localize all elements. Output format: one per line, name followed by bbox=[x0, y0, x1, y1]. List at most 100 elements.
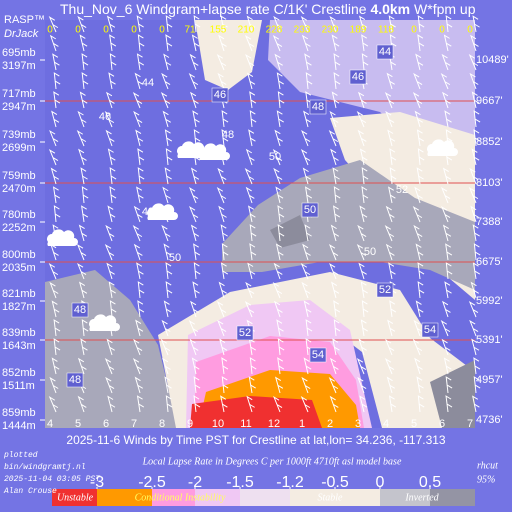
wind-barb bbox=[357, 91, 367, 109]
contour-label-box bbox=[211, 87, 229, 103]
pressure-label: 717mb bbox=[2, 88, 36, 100]
wind-barb bbox=[359, 395, 368, 413]
colorbar bbox=[52, 489, 475, 506]
wind-barb bbox=[361, 53, 369, 71]
wind-barb bbox=[247, 72, 256, 90]
wind-barb bbox=[414, 110, 423, 128]
wind-barb bbox=[162, 186, 171, 204]
wind-barb bbox=[274, 376, 284, 394]
wind-barb bbox=[190, 224, 200, 242]
wind-barb bbox=[385, 205, 395, 223]
wind-barb bbox=[304, 53, 312, 71]
contour-label: 50 bbox=[364, 246, 376, 258]
height-ft-label: 9667' bbox=[476, 95, 503, 107]
wind-barb bbox=[80, 338, 88, 356]
wind-barb bbox=[50, 167, 60, 185]
wind-barb bbox=[442, 91, 451, 109]
wind-barb bbox=[164, 167, 172, 185]
wind-barb bbox=[357, 376, 367, 394]
colorbar-band bbox=[97, 489, 152, 506]
wind-barb bbox=[276, 110, 284, 128]
wind-barb bbox=[356, 244, 367, 261]
height-m-label: 1511m bbox=[2, 380, 35, 392]
colorbar-tick-label: -2 bbox=[188, 474, 202, 491]
wind-barb bbox=[48, 263, 59, 280]
x-tick-label: 10 bbox=[212, 418, 224, 430]
height-ft-label: 5992' bbox=[476, 295, 503, 307]
wind-barb bbox=[189, 338, 199, 356]
wind-barb bbox=[329, 110, 339, 128]
wind-barb bbox=[244, 34, 255, 52]
wind-barb bbox=[301, 129, 311, 147]
wind-barb bbox=[53, 338, 61, 356]
x-tick-label: 3 bbox=[355, 418, 361, 430]
wind-barb bbox=[216, 187, 227, 204]
wind-barb bbox=[217, 72, 227, 90]
wind-barb bbox=[471, 338, 480, 356]
wind-barb bbox=[444, 281, 452, 299]
contour-label: 48 bbox=[142, 206, 154, 218]
wstar-value: 71 bbox=[184, 25, 196, 36]
height-ft-label: 7388' bbox=[476, 216, 503, 228]
wind-barb bbox=[416, 376, 424, 394]
wind-barb bbox=[193, 129, 201, 147]
colorbar-tick-label: -0.5 bbox=[321, 474, 349, 491]
wind-barb bbox=[49, 34, 59, 52]
wind-barb bbox=[385, 243, 395, 261]
wind-barb bbox=[329, 15, 339, 33]
wind-barb bbox=[104, 358, 115, 375]
wind-barb bbox=[445, 243, 453, 261]
wind-barb bbox=[190, 167, 200, 185]
wstar-value: 210 bbox=[238, 25, 255, 36]
colorbar-tick-label: -1.5 bbox=[226, 474, 254, 491]
wind-barb bbox=[53, 91, 61, 109]
wind-barb bbox=[188, 205, 199, 223]
height-m-label: 2035m bbox=[2, 262, 36, 274]
wind-barb bbox=[300, 396, 311, 413]
wind-barb bbox=[49, 376, 59, 394]
wind-barb bbox=[445, 262, 453, 280]
contour-label-box bbox=[376, 44, 394, 60]
wind-barb bbox=[443, 357, 452, 375]
wind-barb bbox=[470, 281, 479, 299]
wind-barb bbox=[273, 15, 283, 33]
wind-barb bbox=[221, 357, 229, 375]
wind-barb bbox=[385, 338, 395, 356]
wind-barb bbox=[328, 130, 339, 147]
wind-barb bbox=[193, 395, 201, 413]
wind-barb bbox=[304, 186, 313, 204]
wind-barb bbox=[51, 357, 60, 375]
wind-barb bbox=[193, 376, 201, 394]
wind-barb bbox=[81, 319, 89, 337]
wind-barb bbox=[107, 205, 116, 223]
wind-barb bbox=[440, 186, 451, 204]
wind-barb bbox=[384, 92, 395, 109]
x-tick-label: 5 bbox=[75, 418, 81, 430]
colorbar-title: Local Lapse Rate in Degrees C per 1000ft… bbox=[142, 456, 402, 467]
footer-text: plotted bbox=[3, 451, 38, 460]
wind-barb bbox=[275, 186, 284, 204]
wind-barb bbox=[165, 281, 173, 299]
contour-label: 50 bbox=[169, 252, 181, 264]
wind-barb bbox=[417, 281, 425, 299]
wind-barb bbox=[360, 281, 368, 299]
wind-barb bbox=[440, 73, 451, 90]
wind-barb bbox=[273, 262, 283, 280]
wind-barb bbox=[277, 91, 285, 109]
wind-barb bbox=[161, 72, 171, 90]
wind-barb bbox=[78, 224, 88, 242]
wind-barb bbox=[109, 167, 117, 185]
wstar-value: 230 bbox=[322, 25, 339, 36]
contour-label-box bbox=[309, 347, 327, 363]
wind-barb bbox=[388, 15, 396, 33]
colorbar-band bbox=[52, 489, 97, 506]
wind-barbs bbox=[48, 15, 481, 413]
wind-barb bbox=[220, 15, 228, 33]
wind-barb bbox=[300, 263, 311, 280]
contour-label: 50 bbox=[269, 151, 281, 163]
height-ft-label: 8103' bbox=[476, 177, 503, 189]
wind-barb bbox=[53, 72, 61, 90]
x-tick-label: 8 bbox=[159, 418, 165, 430]
colorbar-band bbox=[152, 489, 195, 506]
wind-barb bbox=[469, 319, 479, 337]
